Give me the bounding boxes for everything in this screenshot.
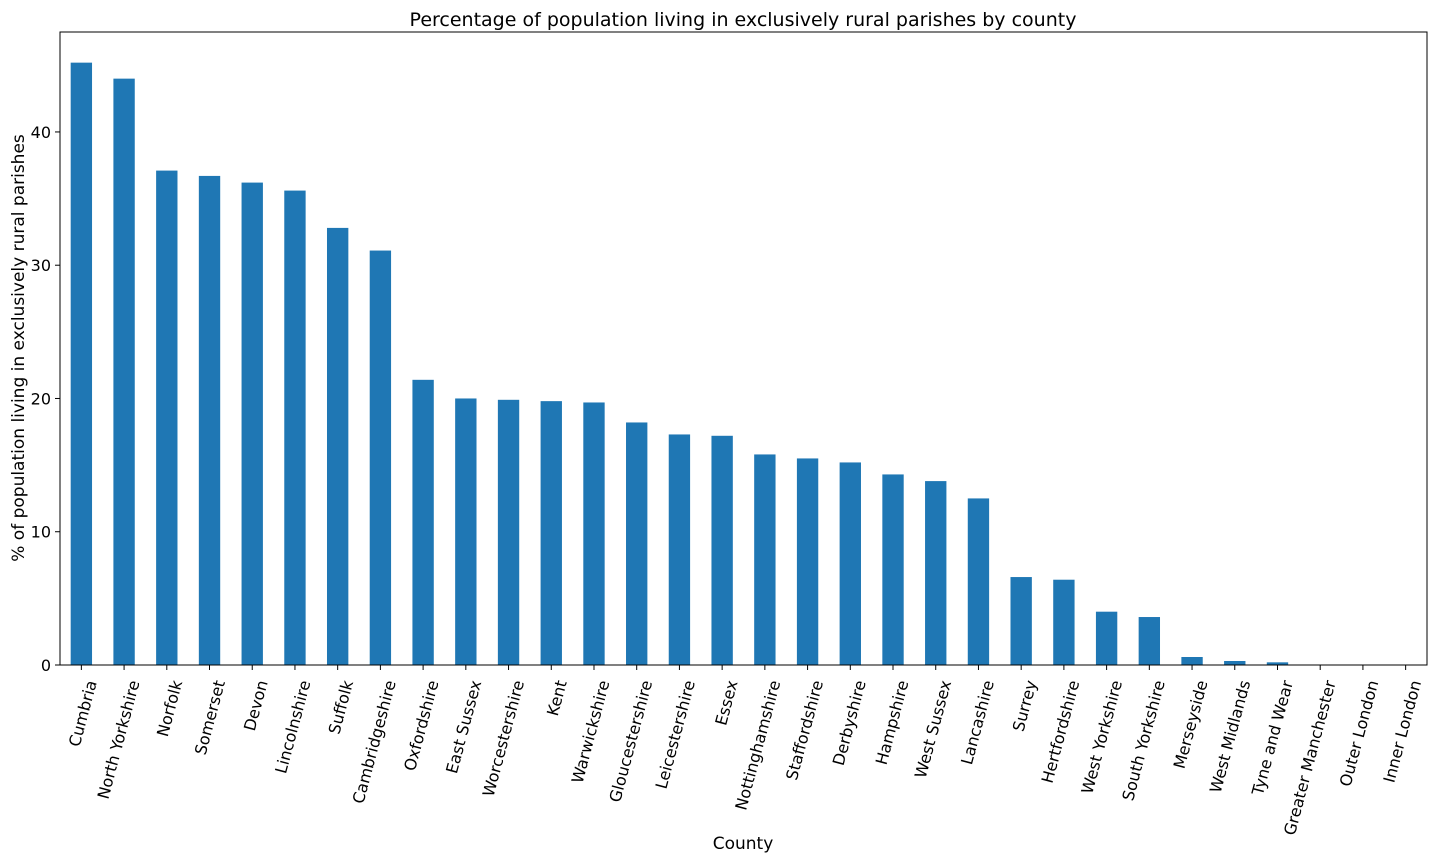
x-tick-label: Worcestershire (479, 678, 528, 798)
bar-essex (711, 435, 733, 665)
y-tick-label: 10 (31, 523, 51, 542)
x-tick-label: Gloucestershire (605, 678, 656, 804)
y-tick-label: 20 (31, 389, 51, 408)
bar-tyne-and-wear (1266, 662, 1289, 665)
bar-cambridgeshire (369, 250, 392, 666)
bar-cumbria (70, 62, 93, 665)
bar-north-yorkshire (113, 78, 135, 665)
x-tick-label: Essex (711, 678, 741, 727)
bar-lincolnshire (284, 190, 306, 665)
x-tick-label: Nottinghamshire (731, 678, 784, 812)
x-tick-label: Staffordshire (782, 678, 827, 782)
x-tick-label: West Sussex (911, 678, 955, 780)
bar-west-midlands (1224, 661, 1246, 665)
y-tick-label: 40 (31, 123, 51, 142)
bars-group (70, 62, 1289, 666)
x-tick-label: South Yorkshire (1118, 678, 1168, 803)
bar-south-yorkshire (1138, 617, 1161, 665)
x-tick-label: East Sussex (442, 678, 485, 775)
x-tick-label: Outer London (1336, 678, 1383, 788)
bar-worcestershire (497, 399, 520, 665)
bar-merseyside (1181, 657, 1203, 665)
x-tick-label: Lancashire (957, 678, 998, 766)
bar-nottinghamshire (754, 454, 776, 665)
bar-derbyshire (839, 462, 861, 665)
x-tick-label: Hertfordshire (1038, 678, 1084, 785)
bar-oxfordshire (412, 379, 434, 665)
bar-leicestershire (668, 434, 691, 665)
bar-surrey (1010, 577, 1032, 665)
x-tick-label: Oxfordshire (400, 678, 442, 773)
y-axis-label: % of population living in exclusively ru… (9, 134, 29, 562)
plot-frame (59, 31, 1428, 666)
bar-west-yorkshire (1095, 611, 1118, 665)
x-tick-label: Merseyside (1170, 678, 1212, 770)
y-tick-label: 0 (41, 656, 51, 675)
x-tick-label: Norfolk (153, 678, 186, 739)
x-tick-label: Surrey (1009, 678, 1041, 733)
x-tick-label: Cumbria (65, 678, 101, 748)
bar-west-sussex (925, 481, 947, 665)
x-tick-label: Derbyshire (829, 678, 870, 767)
x-tick-label: Cambridgeshire (349, 678, 400, 805)
x-tick-label: Leicestershire (652, 678, 699, 791)
x-tick-label: Kent (543, 678, 571, 718)
x-tick-label: Inner London (1380, 678, 1426, 784)
chart-title: Percentage of population living in exclu… (410, 9, 1077, 31)
x-tick-label: Hampshire (872, 678, 913, 767)
bar-suffolk (326, 227, 349, 665)
bar-lancashire (967, 498, 990, 665)
bar-hampshire (882, 474, 904, 665)
x-tick-label: West Midlands (1206, 678, 1254, 795)
y-tick-label: 30 (31, 256, 51, 275)
y-axis-ticks: 0 10 20 30 40 (31, 123, 60, 675)
bar-staffordshire (796, 458, 819, 665)
x-tick-label: Devon (240, 678, 272, 733)
x-tick-label: North Yorkshire (94, 678, 144, 801)
bar-kent (540, 401, 562, 665)
x-tick-label: Lincolnshire (271, 678, 314, 775)
x-tick-label: Suffolk (325, 678, 358, 737)
bar-norfolk (156, 170, 178, 665)
bar-hertfordshire (1053, 579, 1075, 665)
x-tick-label: Somerset (191, 678, 229, 757)
bar-gloucestershire (626, 422, 648, 665)
x-tick-label: Warwickshire (568, 678, 614, 785)
bar-devon (241, 182, 263, 665)
bar-east-sussex (455, 398, 477, 665)
x-tick-label: Tyne and Wear (1248, 678, 1297, 798)
x-axis-label: County (713, 834, 774, 854)
bar-warwickshire (583, 402, 605, 665)
bar-somerset (198, 175, 221, 666)
x-tick-label: West Yorkshire (1078, 678, 1127, 796)
